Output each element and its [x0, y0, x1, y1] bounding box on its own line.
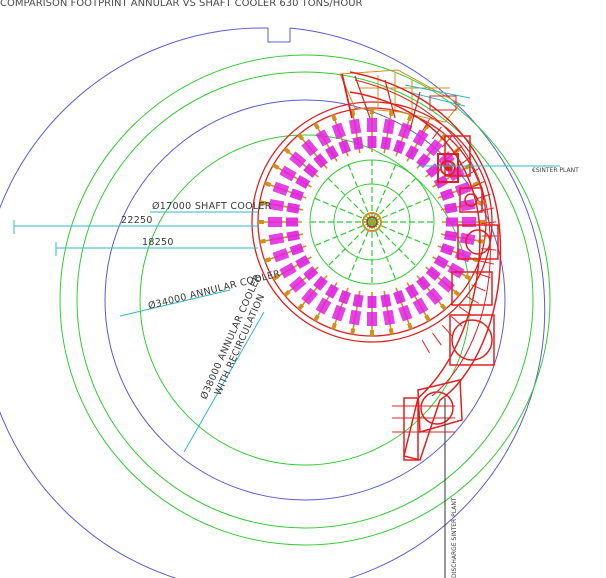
- cooler-segment: [297, 275, 328, 311]
- cooler-segment: [264, 181, 307, 201]
- dim-22250-label: 22250: [121, 215, 153, 226]
- conveyor-tick: [421, 118, 430, 133]
- conveyor-tick: [481, 221, 497, 224]
- cooler-segment: [380, 109, 395, 154]
- dim-18250-label: 18250: [142, 237, 174, 248]
- conveyor-tick: [432, 332, 442, 346]
- cooler-segment: [393, 114, 413, 157]
- conveyor-tick: [479, 260, 495, 265]
- spoke-line: [327, 177, 417, 267]
- cooler-segment: [264, 243, 307, 263]
- sinter-plant-label: €SINTER PLANT: [532, 167, 579, 174]
- discharge-axis: DISCHARGE SINTER PLANT: [444, 398, 458, 578]
- spoke-line: [314, 197, 430, 247]
- conveyor-tick: [441, 324, 453, 337]
- cooler-segment: [393, 287, 413, 330]
- conveyor-tick: [465, 168, 480, 177]
- cooler-segment: [405, 122, 431, 162]
- cooler-segment: [313, 122, 339, 162]
- conveyor-ticks: [421, 118, 497, 354]
- cooler-segment: [259, 230, 304, 245]
- cooler-segment: [425, 266, 461, 297]
- spoke-line: [347, 164, 397, 280]
- discharge-conveyor: [349, 71, 502, 461]
- sinter-plant-axis: €SINTER PLANT: [418, 165, 579, 174]
- conveyor-tick: [432, 126, 442, 140]
- cooler-segment: [259, 199, 304, 214]
- conveyor-tick: [475, 193, 491, 200]
- spoke-line: [347, 164, 397, 280]
- conveyor-tick: [458, 306, 472, 316]
- drawing-labels: Ø17000 SHAFT COOLER 22250 18250 Ø34000 A…: [121, 201, 282, 401]
- cooler-segment: [405, 282, 431, 322]
- shaft-cooler-label: Ø17000 SHAFT COOLER: [152, 201, 272, 212]
- conveyor-tick: [481, 248, 497, 251]
- cooler-segment: [272, 163, 312, 189]
- cooler-segment: [416, 133, 447, 169]
- cooler-segment: [331, 114, 351, 157]
- conveyor-tick: [441, 135, 453, 148]
- feed-structure: [339, 69, 471, 131]
- cooler-segment: [416, 275, 447, 311]
- dimension-lines: [13, 211, 265, 453]
- cooler-segment: [283, 266, 319, 297]
- conveyor-tick: [471, 284, 486, 292]
- conveyor-tick: [450, 315, 463, 327]
- conveyor-tick: [471, 180, 486, 188]
- cooler-segment: [297, 133, 328, 169]
- cooler-segment: [258, 217, 302, 227]
- conveyor-tick: [450, 145, 463, 157]
- conveyor-tick: [475, 272, 491, 279]
- cooler-segment: [349, 109, 364, 154]
- cooler-segment: [432, 255, 472, 281]
- cooler-segment: [283, 147, 319, 178]
- conveyor-tick: [479, 207, 495, 212]
- cooler-segment: [367, 292, 377, 336]
- cooler-segment: [331, 287, 351, 330]
- spoke-line: [327, 177, 417, 267]
- outer-envelope: [0, 27, 546, 578]
- radial-spokes: [310, 160, 434, 284]
- cooler-segment: [349, 290, 364, 335]
- conveyor-tick: [465, 295, 480, 304]
- discharge-label: DISCHARGE SINTER PLANT: [451, 497, 458, 578]
- conveyor-tick: [421, 339, 430, 354]
- cooler-segments: [258, 108, 486, 336]
- conveyor-tick: [458, 156, 472, 166]
- cooler-segment: [313, 282, 339, 322]
- cooler-segment: [272, 255, 312, 281]
- cooler-segment: [440, 230, 485, 245]
- header-text: COMPARISON FOOTPRINT ANNULAR VS SHAFT CO…: [0, 0, 363, 9]
- center-hub: [362, 212, 382, 232]
- cooler-segment: [367, 108, 377, 152]
- cooler-segment: [380, 290, 395, 335]
- spoke-line: [314, 197, 430, 247]
